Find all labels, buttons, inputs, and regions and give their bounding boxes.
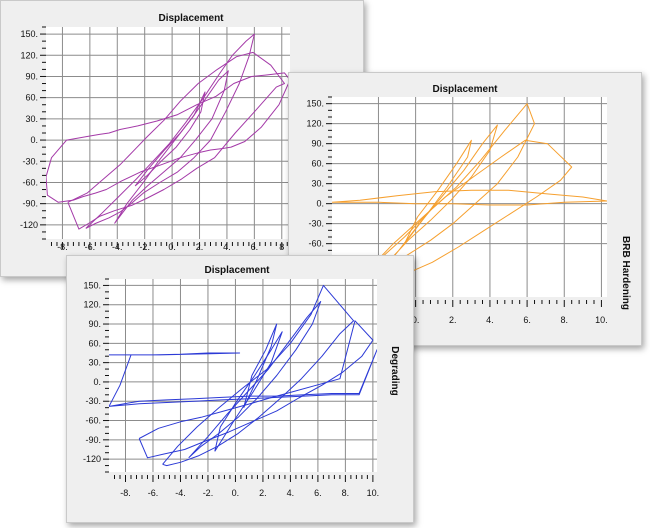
side-label: BRB Hardening xyxy=(620,236,631,310)
y-tick-label: -60. xyxy=(308,239,324,249)
y-tick-label: 90. xyxy=(311,139,324,149)
chart-title: Displacement xyxy=(158,13,224,24)
y-tick-label: -30. xyxy=(85,396,101,406)
x-tick-label: -4. xyxy=(112,242,123,252)
hysteresis-loop-3 xyxy=(138,320,374,459)
y-tick-label: 90. xyxy=(88,319,101,329)
x-tick-label: 6. xyxy=(314,488,322,498)
y-tick-label: -120 xyxy=(83,454,101,464)
x-tick-label: -8. xyxy=(57,242,68,252)
y-tick-label: -60. xyxy=(85,416,101,426)
hysteresis-loop-5 xyxy=(134,91,206,187)
hysteresis-loop-4 xyxy=(114,70,229,224)
y-tick-label: 90. xyxy=(25,71,38,81)
x-tick-label: -8. xyxy=(120,488,131,498)
y-tick-label: 0. xyxy=(93,377,101,387)
plot-area xyxy=(46,27,290,239)
y-tick-label: 60. xyxy=(311,159,324,169)
series-group xyxy=(46,33,290,230)
y-tick-label: -90. xyxy=(22,199,38,209)
x-tick-label: 8. xyxy=(342,488,350,498)
y-tick-label: 120. xyxy=(20,50,38,60)
y-tick-label: 0. xyxy=(316,199,324,209)
x-tick-label: 4. xyxy=(486,315,494,325)
hysteresis-chart-3: Displacement 150. 120. 90. 60. 30. 0. -30. -60. -… xyxy=(83,265,400,498)
x-tick-label: 8. xyxy=(561,315,569,325)
y-tick-label: 30. xyxy=(25,114,38,124)
hysteresis-loop-1 xyxy=(46,72,290,203)
hysteresis-loop-2 xyxy=(109,349,377,407)
hysteresis-loop-5 xyxy=(404,139,472,245)
y-tick-label: 30. xyxy=(88,358,101,368)
y-tick-label: 0. xyxy=(30,135,38,145)
hysteresis-loop-1 xyxy=(109,352,241,407)
y-tick-label: 150. xyxy=(83,280,101,290)
hysteresis-chart-1: Displacement 150. 120. 90. 60. 30. 0. -30. -60. -… xyxy=(20,13,290,252)
series-group xyxy=(109,284,377,467)
y-tick-label: 120. xyxy=(306,119,324,129)
x-tick-label: -4. xyxy=(175,488,186,498)
hysteresis-loop-4 xyxy=(162,284,355,467)
x-tick-label: 6. xyxy=(523,315,531,325)
hysteresis-loop-5 xyxy=(188,301,322,459)
chart-title: Displacement xyxy=(432,84,498,95)
x-tick-label: 0. xyxy=(168,242,176,252)
x-tick-label: 8 xyxy=(279,242,284,252)
y-tick-label: -60. xyxy=(22,177,38,187)
hysteresis-chart-panel-3: Displacement 150. 120. 90. 60. 30. 0. -30. -60. -… xyxy=(66,255,414,523)
y-tick-label: -90. xyxy=(85,435,101,445)
x-tick-label: 4. xyxy=(223,242,231,252)
hysteresis-loop-7 xyxy=(243,323,278,408)
y-tick-label: -30. xyxy=(22,156,38,166)
x-tick-label: -6. xyxy=(148,488,159,498)
y-tick-label: 60. xyxy=(88,338,101,348)
x-tick-label: 10. xyxy=(367,488,380,498)
y-tick-label: 120. xyxy=(83,300,101,310)
hysteresis-chart-panel-2: Displacement150.120.90.60.30.0.-30.-60.-… xyxy=(288,72,642,346)
x-tick-label: 10. xyxy=(595,315,608,325)
y-tick-label: 60. xyxy=(25,93,38,103)
x-tick-label: 2. xyxy=(259,488,267,498)
hysteresis-loop-2 xyxy=(67,51,285,230)
x-tick-label: 0. xyxy=(412,315,420,325)
x-tick-label: 0. xyxy=(232,488,240,498)
y-tick-label: -120 xyxy=(20,220,38,230)
side-label: Degrading xyxy=(389,346,400,395)
x-tick-label: 2. xyxy=(449,315,457,325)
hysteresis-loop-3 xyxy=(85,33,255,229)
x-tick-label: -2. xyxy=(203,488,214,498)
y-tick-label: 150. xyxy=(306,99,324,109)
y-tick-label: -30. xyxy=(308,219,324,229)
x-tick-label: 4. xyxy=(287,488,295,498)
x-tick-label: 2. xyxy=(196,242,204,252)
y-tick-label: 30. xyxy=(311,179,324,189)
x-tick-label: -6. xyxy=(85,242,96,252)
y-tick-label: 150. xyxy=(20,29,38,39)
chart-title: Displacement xyxy=(204,265,270,276)
x-tick-label: 6. xyxy=(251,242,259,252)
x-tick-label: -2. xyxy=(139,242,150,252)
